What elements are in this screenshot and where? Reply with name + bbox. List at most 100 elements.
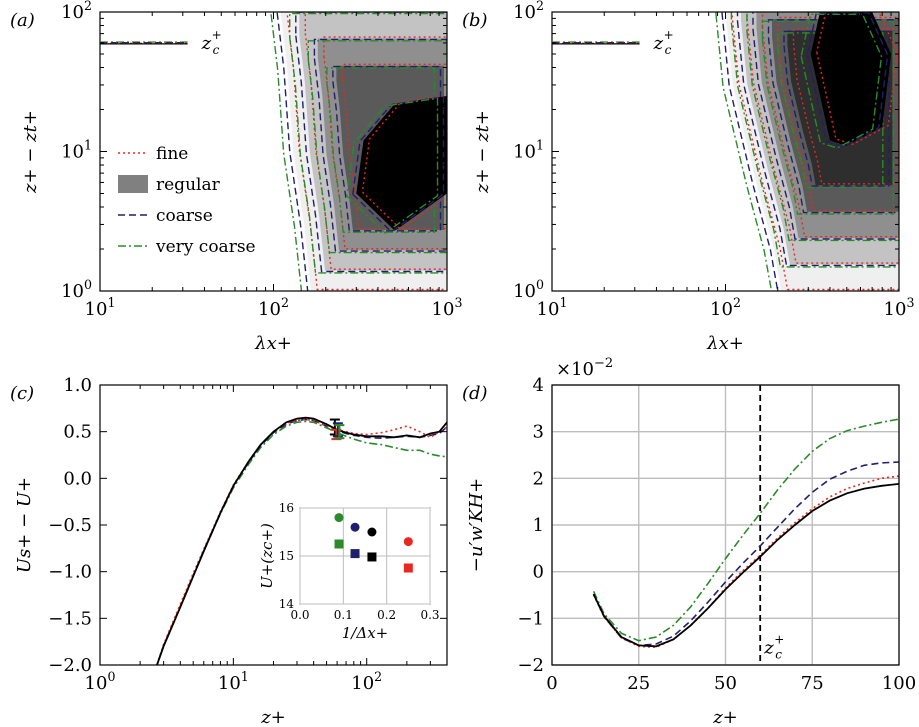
contour-line-coarse xyxy=(352,95,445,233)
y-axis-label: z+ − zt+ xyxy=(472,110,493,194)
legend-entry: coarse xyxy=(156,206,213,226)
inset-x-tick-label: 0.1 xyxy=(334,608,353,622)
contour-line-coarse xyxy=(767,19,899,214)
contour-line-fine xyxy=(286,12,447,291)
x-tick-label: 100 xyxy=(85,669,116,694)
contour-group xyxy=(270,12,447,291)
y-tick-label: −1.5 xyxy=(48,608,92,629)
scale-note: ×10−2 xyxy=(556,356,613,380)
zc-annotation-sub: c xyxy=(665,43,672,57)
x-axis-label: z+ xyxy=(712,707,738,727)
inset-point-circle xyxy=(367,527,377,537)
x-tick-label: 101 xyxy=(537,295,568,320)
contour-line-fine xyxy=(341,63,447,230)
x-axis-label: λx+ xyxy=(254,333,292,354)
series-line-regular xyxy=(156,416,447,665)
contour-line-fine xyxy=(361,94,447,231)
y-tick-label: 2 xyxy=(533,468,544,489)
x-axis-label: z+ xyxy=(260,707,286,727)
contour-line-fine xyxy=(816,12,898,146)
panel-label: (b) xyxy=(462,10,488,31)
y-tick-label: 1.0 xyxy=(63,375,92,396)
inset-point-square xyxy=(350,549,360,559)
inset-x-tick-label: 0.0 xyxy=(290,608,309,622)
legend-entry: regular xyxy=(156,175,221,195)
zc-annotation-sup: + xyxy=(664,28,674,42)
x-tick-label: 101 xyxy=(218,669,249,694)
contour-line-coarse xyxy=(313,38,447,252)
inset-point-square xyxy=(403,563,413,573)
zc-vline-label: z xyxy=(763,637,774,658)
contour-line-coarse xyxy=(806,12,889,148)
inset-x-tick-label: 0.2 xyxy=(377,608,396,622)
inset-y-tick-label: 15 xyxy=(279,549,294,563)
x-tick-label: 75 xyxy=(801,673,824,694)
contour-line-very-coarse xyxy=(800,13,883,149)
y-tick-label: 1 xyxy=(533,515,544,536)
y-tick-label: 0 xyxy=(533,562,544,583)
y-tick-label: 102 xyxy=(513,0,544,23)
x-axis-label: λx+ xyxy=(706,333,744,354)
x-tick-label: 103 xyxy=(432,295,463,320)
contour-line-fine xyxy=(323,36,447,250)
y-axis-label: Us+ − U+ xyxy=(14,477,35,573)
inset-point-circle xyxy=(350,522,360,532)
contour-line-very-coarse xyxy=(289,12,447,274)
zc-annotation-sub: c xyxy=(213,43,220,57)
contour-line-coarse xyxy=(276,12,309,291)
y-tick-label: 100 xyxy=(513,277,544,302)
contour-line-very-coarse xyxy=(761,20,894,215)
contour-line-very-coarse xyxy=(307,40,447,254)
zc-vline-label-sup: + xyxy=(774,632,784,646)
y-tick-label: 3 xyxy=(533,422,544,443)
y-tick-label: −1 xyxy=(517,608,544,629)
panel-label: (a) xyxy=(10,10,35,31)
y-tick-label: −2 xyxy=(517,655,544,676)
contour-fill-level-4 xyxy=(356,96,447,231)
y-tick-label: 0.0 xyxy=(63,468,92,489)
y-tick-label: 4 xyxy=(533,375,544,396)
contour-line-coarse xyxy=(332,65,442,232)
series-group xyxy=(156,416,447,665)
zc-annotation: z xyxy=(201,33,212,54)
contour-group xyxy=(715,12,899,291)
x-tick-label: 102 xyxy=(710,295,741,320)
x-tick-label: 25 xyxy=(627,673,650,694)
contour-line-fine xyxy=(731,12,899,291)
panel-label: (d) xyxy=(462,383,488,404)
inset-x-axis-label: 1/Δx+ xyxy=(342,624,388,642)
x-tick-label: 101 xyxy=(85,295,116,320)
contour-line-very-coarse xyxy=(326,67,436,233)
inset-point-circle xyxy=(403,537,413,547)
x-tick-label: 103 xyxy=(884,295,915,320)
legend-swatch xyxy=(118,175,148,193)
zc-annotation: z xyxy=(653,33,664,54)
inset-x-tick-label: 0.3 xyxy=(420,608,439,622)
series-line-very-coarse xyxy=(592,418,900,642)
y-tick-label: 101 xyxy=(513,137,544,162)
inset-y-tick-label: 16 xyxy=(279,501,294,515)
x-tick-label: 0 xyxy=(546,673,557,694)
y-tick-label: 101 xyxy=(61,137,92,162)
contour-line-very-coarse xyxy=(270,12,303,291)
y-tick-label: 100 xyxy=(61,277,92,302)
contour-line-coarse xyxy=(752,12,899,240)
inset-point-circle xyxy=(334,513,344,523)
y-tick-label: −2.0 xyxy=(48,655,92,676)
legend-entry: fine xyxy=(156,144,188,164)
x-tick-label: 102 xyxy=(258,295,289,320)
inset-y-tick-label: 14 xyxy=(279,597,295,611)
zc-annotation-sup: + xyxy=(212,28,222,42)
y-tick-label: −1.0 xyxy=(48,562,92,583)
y-tick-label: −0.5 xyxy=(48,515,92,536)
y-tick-label: 0.5 xyxy=(63,422,92,443)
inset-point-square xyxy=(367,552,377,562)
contour-line-very-coarse xyxy=(777,32,884,189)
contour-line-very-coarse xyxy=(746,12,899,242)
inset-point-square xyxy=(334,539,344,549)
inset-y-axis-label: U+(zc+) xyxy=(258,523,276,589)
y-axis-label: z+ − zt+ xyxy=(20,110,41,194)
x-tick-label: 100 xyxy=(882,673,916,694)
contour-line-fine xyxy=(761,12,899,238)
